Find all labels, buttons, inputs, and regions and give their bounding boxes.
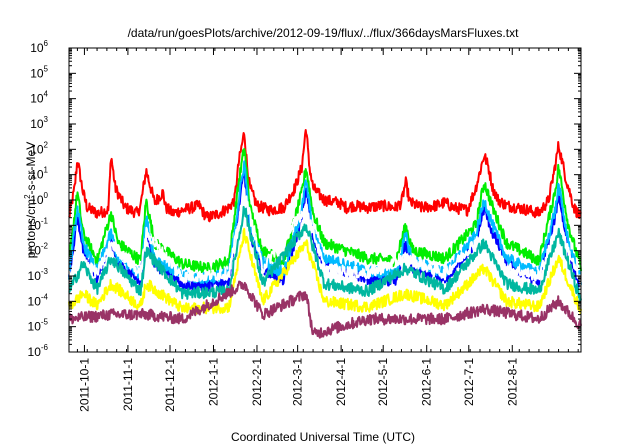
x-tick-label: 2012-3-1 xyxy=(291,358,305,406)
y-axis-label: protons/cm2-s-sr-MeV xyxy=(23,142,38,258)
x-tick-label: 2011-12-1 xyxy=(163,358,177,412)
y-tick-label: 104 xyxy=(30,90,48,106)
y-tick-label: 103 xyxy=(30,115,48,131)
x-tick-label: 2012-5-1 xyxy=(376,358,390,406)
y-tick-label: 101 xyxy=(30,166,48,182)
x-tick-label: 2011-11-1 xyxy=(121,358,135,411)
flux-series-line xyxy=(68,280,582,339)
chart-title: /data/run/goesPlots/archive/2012-09-19/f… xyxy=(128,26,520,40)
y-tick-label: 10-1 xyxy=(28,216,49,232)
flux-series-line xyxy=(68,192,582,289)
x-axis-label: Coordinated Universal Time (UTC) xyxy=(231,430,415,444)
x-tick-label: 2012-7-1 xyxy=(462,358,476,406)
x-tick-label: 2012-8-1 xyxy=(505,358,519,406)
y-tick-label: 102 xyxy=(30,140,48,156)
y-tick-label: 10-3 xyxy=(28,267,49,283)
y-tick-label: 10-4 xyxy=(28,292,49,308)
series-layer xyxy=(68,129,582,339)
y-tick-label: 10-6 xyxy=(28,343,49,359)
x-tick-label: 2012-2-1 xyxy=(250,358,264,406)
flux-series-line xyxy=(68,227,582,315)
y-tick-label: 10-2 xyxy=(28,242,49,258)
y-tick-label: 105 xyxy=(30,64,48,80)
flux-series-line xyxy=(68,129,582,223)
x-tick-label: 2011-10-1 xyxy=(77,358,91,412)
y-tick-label: 10-5 xyxy=(28,318,49,334)
y-tick-label: 100 xyxy=(30,191,48,207)
x-tick-label: 2012-4-1 xyxy=(334,358,348,406)
y-tick-label: 106 xyxy=(30,39,48,55)
x-tick-label: 2012-1-1 xyxy=(206,358,220,406)
axis-layer: 10-6 10-5 10-4 10-3 10-2 10-1 100 101 102 103 104 1… xyxy=(28,39,581,412)
x-tick-label: 2012-6-1 xyxy=(420,358,434,406)
flux-series-line xyxy=(68,205,582,304)
